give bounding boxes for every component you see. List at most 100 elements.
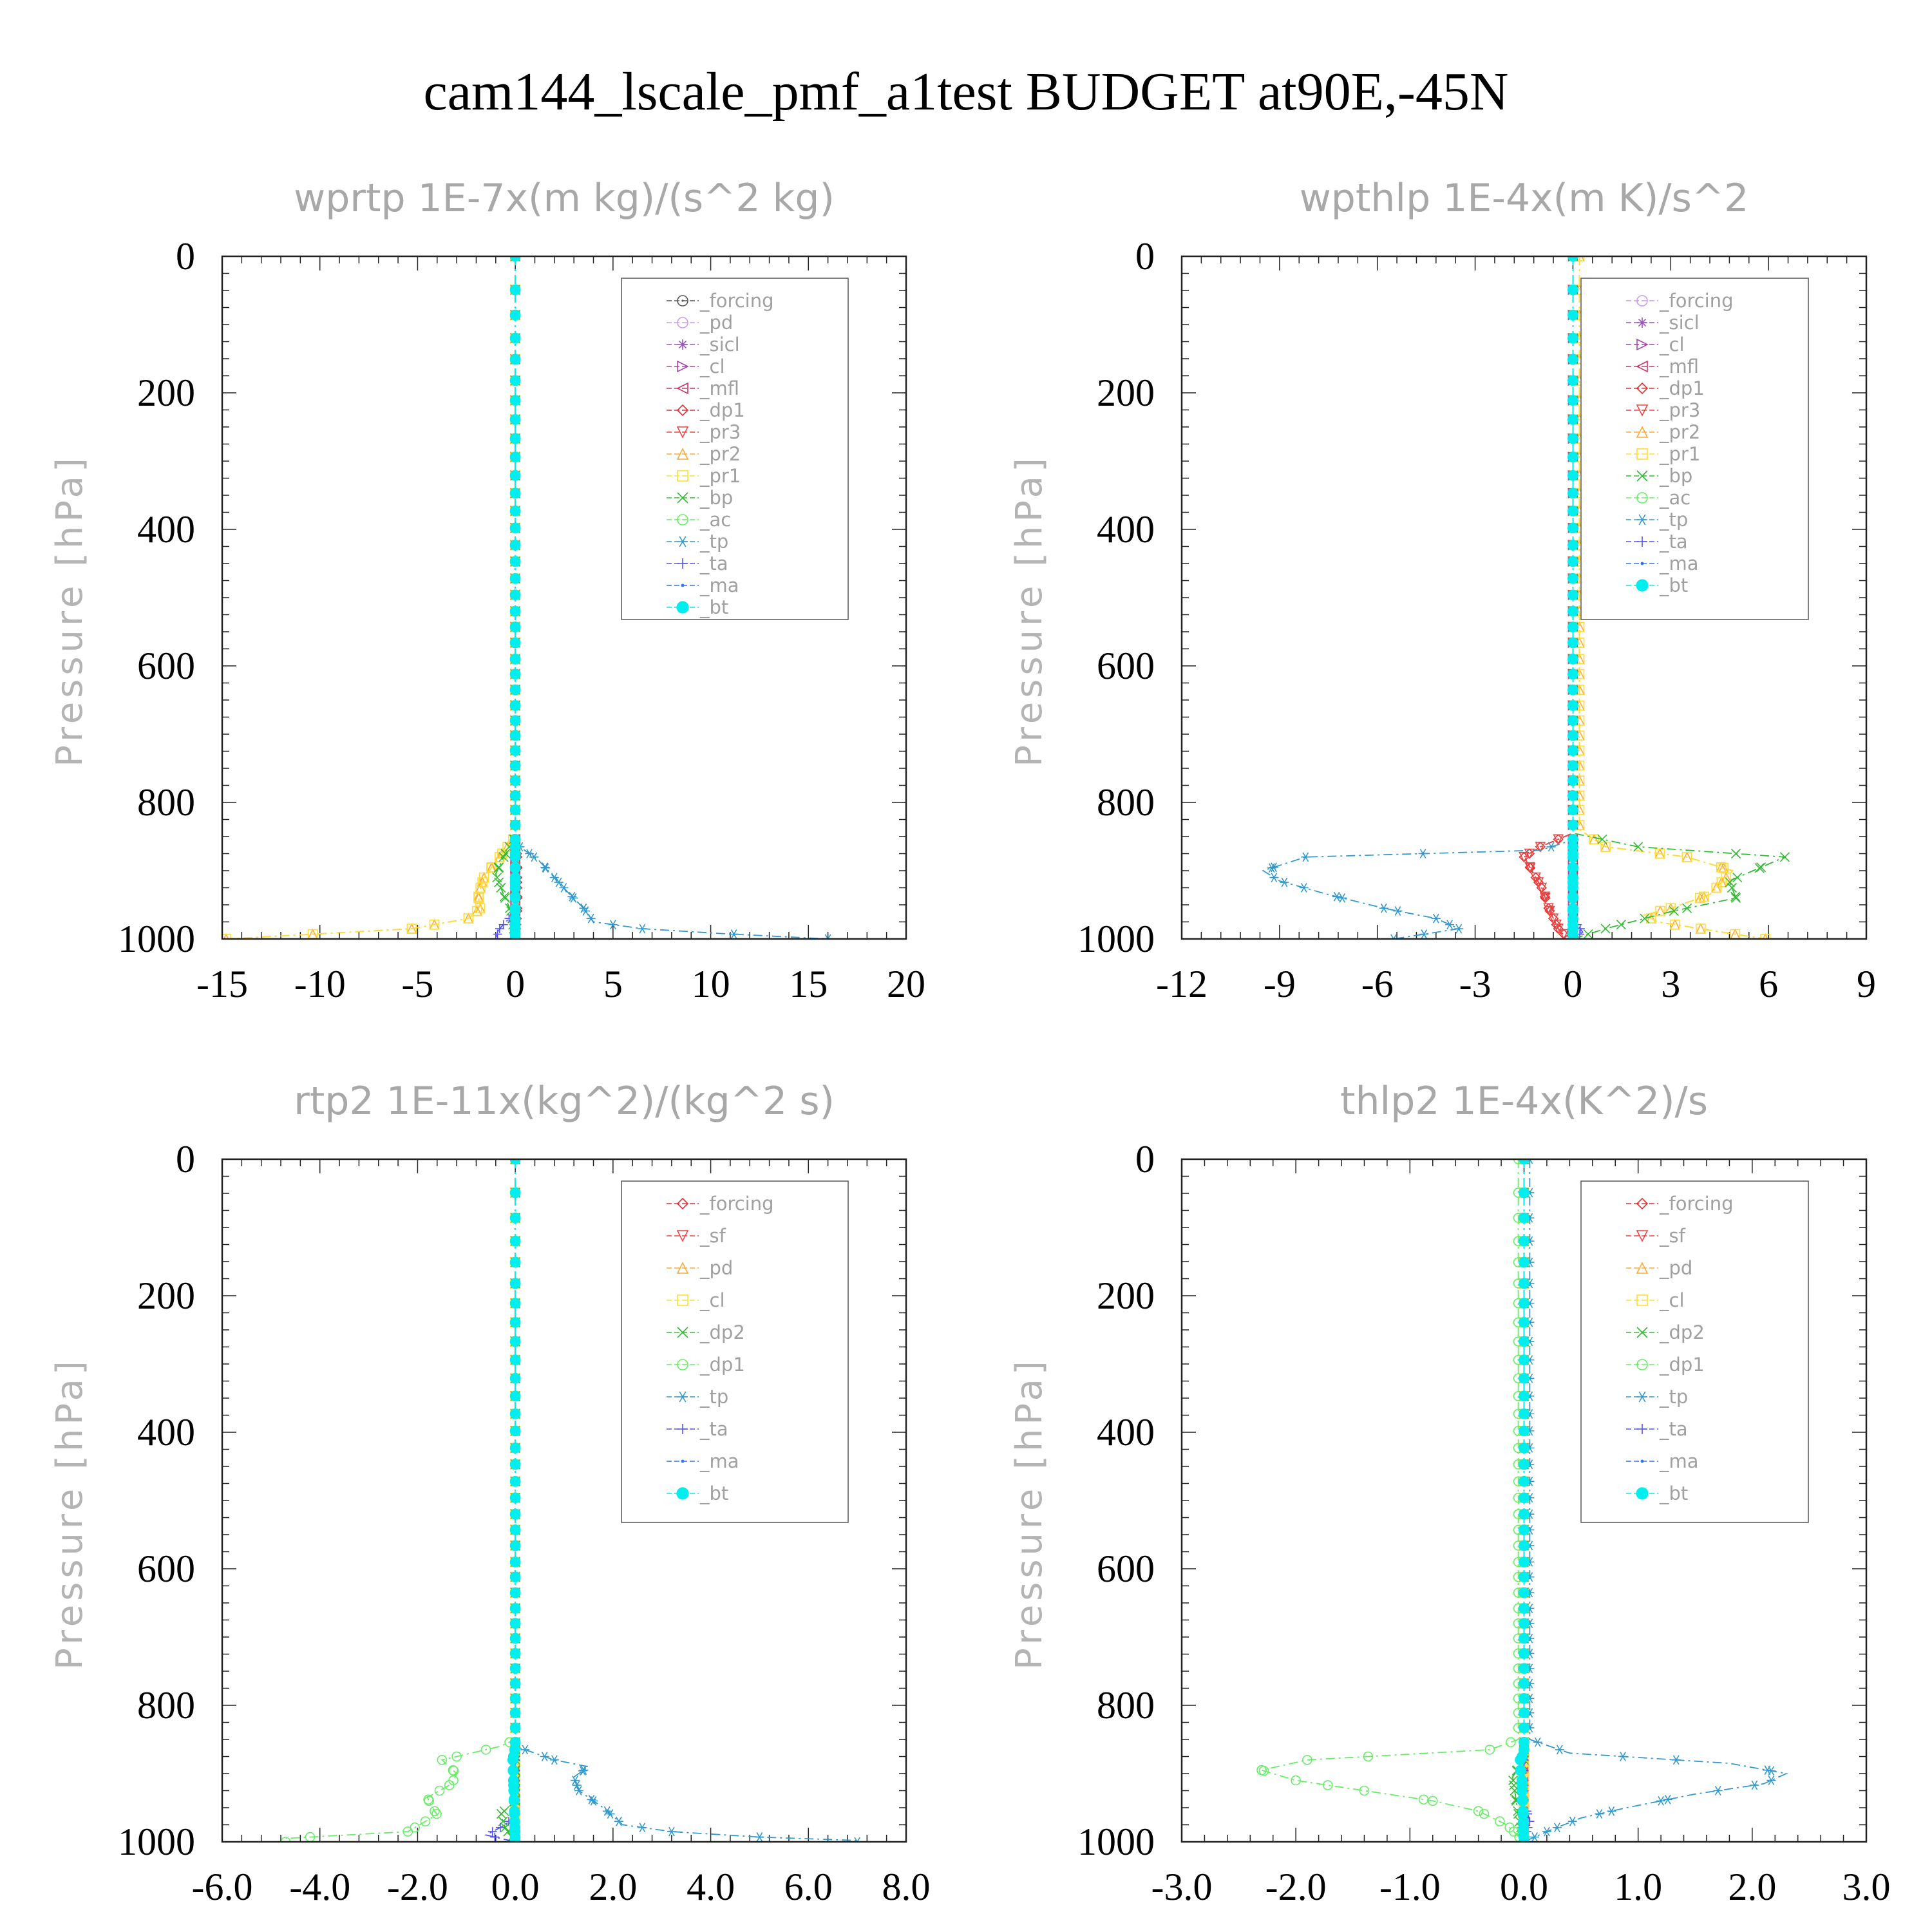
data-point bbox=[1711, 882, 1721, 893]
legend-swatch-marker bbox=[677, 1294, 688, 1306]
data-point bbox=[1567, 556, 1578, 567]
data-point bbox=[509, 1459, 521, 1470]
data-point bbox=[509, 804, 521, 816]
data-point bbox=[1567, 905, 1578, 916]
legend-label: _ta bbox=[1659, 1418, 1688, 1440]
panel-1: wprtp 1E-7x(m kg)/(s^2 kg) Pressure [hPa]… bbox=[49, 176, 925, 1005]
data-point bbox=[509, 1587, 521, 1598]
data-point bbox=[509, 1212, 521, 1224]
data-point bbox=[1280, 877, 1289, 887]
data-point bbox=[1338, 893, 1347, 903]
data-point bbox=[1495, 1816, 1505, 1826]
legend-label: _ta bbox=[699, 1418, 728, 1440]
data-point bbox=[486, 862, 497, 873]
legend-entry: _ma bbox=[1626, 1450, 1699, 1472]
data-point bbox=[1600, 923, 1611, 934]
legend-label: _ta bbox=[699, 553, 728, 574]
legend-label: _cl bbox=[699, 1289, 725, 1311]
legend-label: _sf bbox=[1659, 1225, 1686, 1247]
plot-frame bbox=[1180, 1158, 1868, 1843]
y-axis-label: Pressure [hPa] bbox=[49, 454, 91, 767]
data-point bbox=[509, 1442, 521, 1454]
data-point bbox=[1567, 522, 1578, 534]
data-point bbox=[509, 1187, 521, 1198]
legend-swatch-marker bbox=[1636, 1230, 1649, 1242]
legend-swatch-marker bbox=[676, 1487, 689, 1500]
legend-swatch-marker bbox=[1636, 338, 1649, 351]
legend-label: _tp bbox=[1659, 1386, 1688, 1408]
legend-label: _dp1 bbox=[1659, 1354, 1705, 1376]
data-point bbox=[614, 1816, 623, 1826]
legend-swatch-marker bbox=[676, 601, 689, 614]
data-point bbox=[638, 1823, 647, 1833]
y-tick-label: 600 bbox=[137, 1548, 195, 1590]
data-point bbox=[508, 1785, 520, 1796]
legend: _forcing_pd_sicl_cl_mfl_dp1_pr3_pr2_pr1_… bbox=[621, 278, 849, 620]
legend-label: _ac bbox=[699, 509, 731, 531]
data-point bbox=[1431, 913, 1441, 923]
panel-3: rtp2 1E-11x(kg^2)/(kg^2 s) Pressure [hPa]… bbox=[49, 1079, 931, 1908]
data-point bbox=[1618, 1752, 1628, 1761]
legend-entry: _mfl bbox=[1626, 355, 1699, 377]
data-point bbox=[608, 920, 618, 930]
data-point bbox=[509, 1336, 521, 1347]
data-point bbox=[1519, 1425, 1530, 1437]
legend-label: _cl bbox=[699, 355, 725, 377]
data-point bbox=[509, 332, 521, 344]
y-tick-label: 0 bbox=[176, 235, 195, 278]
data-point bbox=[475, 903, 486, 914]
legend-swatch-marker bbox=[676, 1262, 689, 1274]
data-point bbox=[509, 256, 521, 262]
y-tick-label: 600 bbox=[1097, 1548, 1155, 1590]
legend-label: _pr3 bbox=[1659, 399, 1700, 421]
data-point bbox=[499, 891, 509, 902]
data-point bbox=[1519, 1508, 1530, 1520]
data-point bbox=[1454, 923, 1464, 934]
legend: _forcing _sf _pd _cl _dp2 _dp1 _tp _ta _ma _bt bbox=[621, 1180, 849, 1523]
legend-label: _forcing bbox=[699, 1193, 774, 1215]
data-point bbox=[509, 1508, 521, 1520]
data-point bbox=[1567, 790, 1578, 801]
panel-title: wprtp 1E-7x(m kg)/(s^2 kg) bbox=[294, 176, 835, 221]
data-point bbox=[1548, 913, 1559, 924]
data-point bbox=[1695, 893, 1705, 904]
data-point bbox=[1519, 1187, 1530, 1198]
legend-swatch-marker bbox=[676, 1230, 689, 1242]
data-point bbox=[1540, 893, 1551, 904]
legend-swatch-marker bbox=[1640, 1459, 1644, 1463]
data-point bbox=[1363, 1751, 1374, 1762]
data-point bbox=[1567, 589, 1578, 601]
legend-label: _mfl bbox=[1659, 355, 1699, 377]
data-point bbox=[509, 1722, 521, 1734]
data-point bbox=[509, 488, 521, 499]
data-point bbox=[477, 877, 488, 887]
x-tick-label: 4.0 bbox=[687, 1866, 735, 1908]
series_bt bbox=[509, 256, 521, 939]
legend-label: _sf bbox=[699, 1225, 726, 1247]
y-tick-label: 400 bbox=[137, 1411, 195, 1454]
data-point bbox=[1519, 1663, 1530, 1674]
legend-swatch-marker bbox=[1636, 1262, 1649, 1274]
data-point bbox=[507, 1754, 518, 1766]
data-point bbox=[509, 556, 521, 567]
data-point bbox=[1654, 905, 1666, 916]
legend-label: _pr1 bbox=[1659, 443, 1700, 465]
series-line bbox=[1259, 1159, 1525, 1842]
legend-entry: _pd bbox=[667, 312, 733, 334]
legend-entry: _ta bbox=[667, 1418, 728, 1440]
data-point bbox=[1567, 433, 1578, 444]
legend-swatch-marker bbox=[1636, 492, 1648, 504]
panel-title: rtp2 1E-11x(kg^2)/(kg^2 s) bbox=[294, 1079, 835, 1124]
plot-area bbox=[280, 1159, 862, 1842]
data-point bbox=[1567, 375, 1578, 386]
data-point bbox=[1445, 920, 1455, 930]
x-tick-label: 0 bbox=[506, 963, 525, 1005]
data-point bbox=[667, 1826, 676, 1837]
legend-entry: _pr2 bbox=[667, 443, 741, 465]
data-point bbox=[1567, 882, 1578, 893]
legend-swatch-marker bbox=[1640, 562, 1644, 565]
data-point bbox=[1524, 848, 1535, 860]
data-point bbox=[493, 929, 502, 939]
data-point bbox=[1519, 1235, 1530, 1247]
data-point bbox=[1291, 1775, 1301, 1786]
